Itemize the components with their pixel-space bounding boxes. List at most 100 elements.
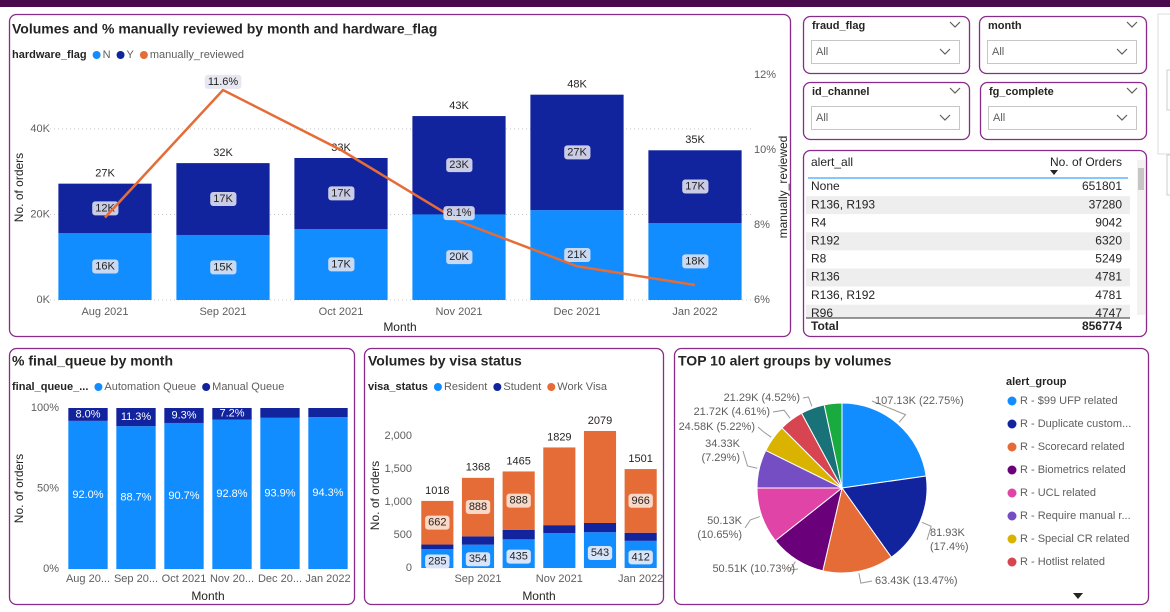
data-label: 21.29K (4.52%) (724, 392, 800, 404)
legend-marker (547, 383, 556, 391)
y-axis-title: No. of orders (12, 153, 26, 222)
y-tick-label: 20K (30, 208, 50, 220)
slicer-dropdown[interactable] (988, 106, 1137, 130)
legend-label: Automation Queue (104, 381, 196, 393)
x-tick-label: Jan 2022 (672, 306, 717, 318)
leader-line (757, 426, 772, 438)
data-label: 94.3% (312, 487, 343, 499)
table-cell: 9042 (1095, 215, 1122, 229)
offscreen-slicer (1166, 69, 1170, 111)
slicer-collapse (949, 87, 961, 94)
bar-segment (543, 447, 576, 526)
data-label: 662 (428, 517, 446, 529)
table-total: 856774 (1082, 319, 1122, 333)
legend-marker (1007, 465, 1017, 475)
y-tick-label: 0 (406, 562, 412, 574)
table-header: alert_all (811, 155, 853, 169)
legend-label: R - Special CR related (1020, 533, 1129, 545)
label-background (564, 145, 591, 160)
legend-marker (1007, 534, 1017, 544)
y-tick-label: 100% (31, 402, 59, 414)
slicer-dropdown[interactable] (987, 40, 1137, 64)
label-background (506, 549, 531, 564)
bar-segment (212, 408, 252, 420)
label-background (446, 250, 473, 265)
data-label: 27K (567, 146, 587, 158)
slicer-dropdown[interactable] (811, 40, 960, 64)
data-label: 888 (509, 495, 527, 507)
data-label: 23K (449, 159, 469, 171)
legend-title: final_queue_... (12, 381, 88, 393)
bar-segment (308, 417, 348, 569)
legend-label: R - Hotlist related (1020, 556, 1105, 568)
table-cell: 4781 (1095, 288, 1122, 302)
data-label: 63.43K (13.47%) (875, 575, 958, 587)
label-background (204, 74, 242, 89)
slicer-value: All (992, 46, 1004, 58)
total-label: 2079 (588, 415, 612, 427)
bar-segment (461, 536, 495, 545)
label-background (628, 493, 653, 508)
data-label: 435 (509, 551, 527, 563)
data-label: 17K (685, 181, 705, 193)
legend-marker (1007, 442, 1017, 452)
x-tick-label: Jan 2022 (618, 573, 663, 585)
leader-line (802, 396, 813, 407)
leader-line (871, 400, 907, 423)
data-label: 543 (591, 547, 609, 559)
row-band (806, 268, 1130, 287)
table-total: Total (811, 319, 839, 333)
x-tick-label: Aug 20... (66, 573, 110, 585)
data-label: 15K (213, 261, 233, 273)
label-background (425, 515, 450, 530)
y-tick-label: 2,000 (384, 430, 412, 442)
dropdown-chevron (939, 48, 951, 55)
legend-marker (1007, 511, 1017, 521)
legend-marker (493, 383, 502, 391)
data-label: 354 (469, 553, 487, 565)
total-label: 1368 (466, 462, 490, 474)
leader-line (921, 521, 932, 541)
data-label: 20K (449, 251, 469, 263)
row-band (806, 232, 1130, 251)
total-label: 1501 (628, 453, 652, 465)
label-background (682, 179, 709, 194)
y-tick-label: 10% (754, 144, 776, 156)
y-tick-label: 500 (394, 529, 412, 541)
offscreen-panel (1157, 13, 1170, 155)
label-background (628, 550, 653, 565)
y-tick-label: 0K (37, 294, 51, 306)
bar-segment (116, 408, 156, 427)
data-label: 50.51K (10.73%) (712, 563, 795, 575)
legend-label: R - UCL related (1020, 487, 1096, 499)
data-label: 88.7% (120, 492, 151, 504)
slicer-dropdown[interactable] (811, 106, 960, 130)
pie-slice (823, 402, 843, 489)
legend-title: alert_group (1006, 376, 1067, 388)
dropdown-chevron (1116, 48, 1128, 55)
data-label: 24.58K (5.22%) (679, 421, 755, 433)
total-label: 43K (449, 100, 469, 112)
table-cell: R4 (811, 215, 827, 229)
label-background (587, 546, 613, 561)
chart-title: % final_queue by month (12, 353, 173, 369)
data-label: 92.0% (72, 489, 103, 501)
legend-marker (94, 383, 103, 391)
dropdown-chevron (939, 114, 951, 121)
pie-slice (841, 475, 928, 558)
table-cell: 5249 (1095, 252, 1122, 266)
x-tick-label: Oct 2021 (319, 306, 364, 318)
total-label: 1018 (425, 485, 449, 497)
x-tick-label: Sep 20... (114, 573, 158, 585)
bar-segment (583, 522, 617, 533)
x-tick-label: Nov 2021 (435, 306, 482, 318)
legend-label: R - Scorecard related (1020, 441, 1125, 453)
data-label: 17K (213, 193, 233, 205)
legend-scroll (1073, 593, 1083, 599)
total-label: 35K (685, 134, 705, 146)
label-background (443, 206, 475, 221)
total-label: 27K (95, 168, 115, 180)
dropdown-chevron (1116, 114, 1128, 121)
legend-title: visa_status (368, 381, 428, 393)
